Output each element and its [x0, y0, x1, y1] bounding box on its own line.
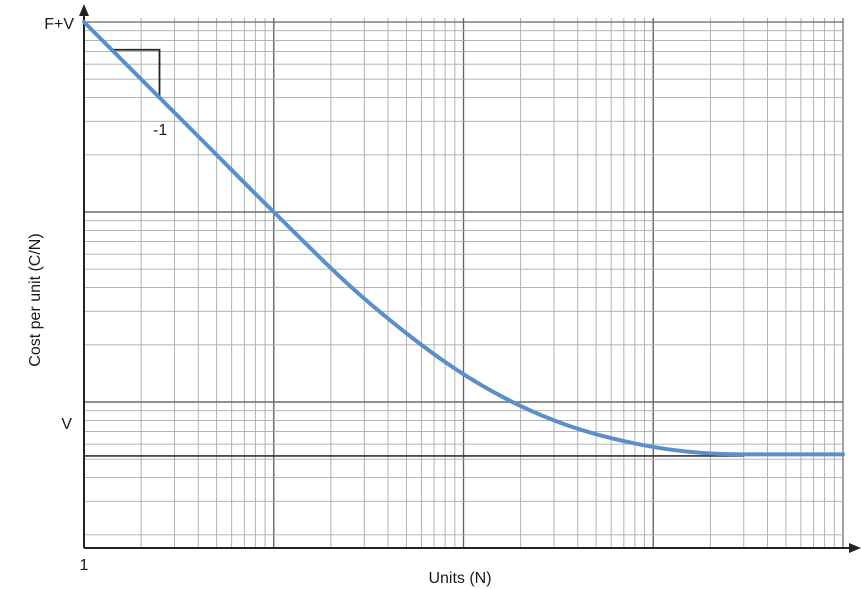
x-tick-label-1: 1 — [80, 557, 89, 574]
y-axis-label: Cost per unit (C/N) — [27, 233, 44, 366]
y-axis-arrow-icon — [79, 4, 89, 16]
y-tick-label-v: V — [61, 416, 72, 433]
grid — [84, 18, 843, 548]
y-tick-label-top: F+V — [44, 16, 74, 33]
x-axis-arrow-icon — [849, 543, 861, 553]
slope-annotation-label: -1 — [153, 122, 167, 139]
x-axis-label: Units (N) — [428, 570, 491, 587]
